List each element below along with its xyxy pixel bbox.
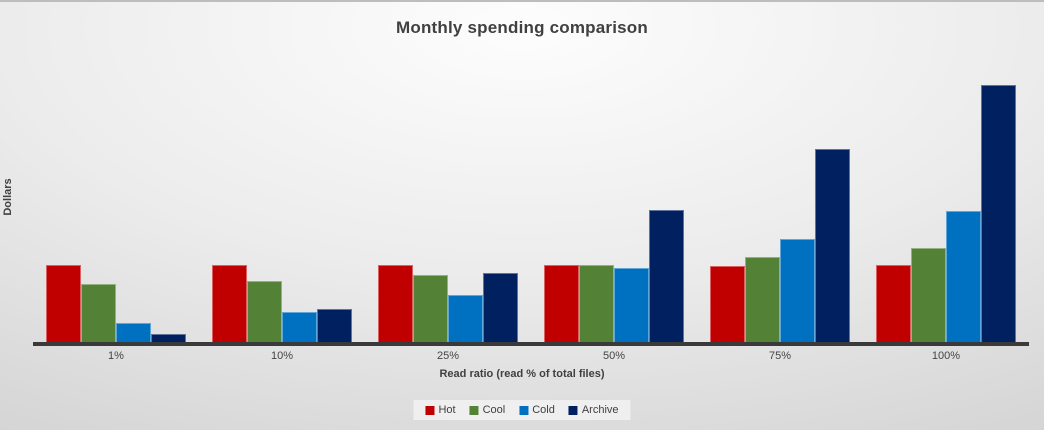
legend-label-cool: Cool (482, 404, 506, 416)
bar-hot-100% (876, 265, 911, 343)
legend-item-archive: Archive (568, 404, 619, 416)
x-tick-label-25%: 25% (436, 350, 460, 362)
bar-archive-50% (649, 210, 684, 343)
bar-archive-75% (815, 149, 850, 343)
bar-group-50% (531, 58, 697, 343)
bar-archive-100% (981, 85, 1016, 343)
bar-group-10% (199, 58, 365, 343)
x-tick-label-10%: 10% (270, 350, 294, 362)
legend-item-hot: Hot (425, 404, 456, 416)
x-tick-label-75%: 75% (768, 350, 792, 362)
y-axis-label-text: Dollars (2, 178, 14, 216)
bar-cool-25% (413, 275, 448, 343)
bar-cool-75% (745, 257, 780, 343)
bar-cold-100% (946, 211, 981, 343)
bar-cold-1% (116, 323, 151, 343)
bar-hot-10% (212, 265, 247, 343)
bar-hot-25% (378, 265, 413, 343)
bar-cold-50% (614, 268, 649, 343)
legend-label-cold: Cold (532, 404, 555, 416)
legend-label-archive: Archive (581, 404, 619, 416)
bar-cool-50% (579, 265, 614, 343)
bar-cold-10% (282, 312, 317, 343)
x-tick-label-50%: 50% (602, 350, 626, 362)
legend-label-hot: Hot (438, 404, 456, 416)
bar-cool-100% (911, 248, 946, 343)
bar-cold-25% (448, 295, 483, 343)
bar-hot-1% (46, 265, 81, 343)
bar-archive-25% (483, 273, 518, 343)
x-tick-label-1%: 1% (108, 350, 124, 362)
legend: Hot Cool Cold Archive (413, 400, 631, 420)
legend-swatch-cold-icon (519, 405, 529, 415)
legend-swatch-archive-icon (568, 405, 578, 415)
bar-group-75% (697, 58, 863, 343)
bar-cool-1% (81, 284, 116, 343)
x-axis-title: Read ratio (read % of total files) (439, 368, 605, 380)
bar-archive-1% (151, 334, 186, 343)
legend-item-cold: Cold (519, 404, 555, 416)
legend-swatch-cool-icon (469, 405, 479, 415)
x-tick-label-100%: 100% (931, 350, 961, 362)
chart-title: Monthly spending comparison (396, 18, 648, 37)
bar-cold-75% (780, 239, 815, 343)
x-axis-line (33, 342, 1029, 346)
bar-archive-10% (317, 309, 352, 343)
legend-item-cool: Cool (469, 404, 506, 416)
bar-cool-10% (247, 281, 282, 343)
bar-hot-50% (544, 265, 579, 343)
bar-hot-75% (710, 266, 745, 343)
bar-group-25% (365, 58, 531, 343)
x-axis-tick-labels: 1% 10% 25% 50% 75% 100% (33, 350, 1029, 362)
legend-swatch-hot-icon (425, 405, 435, 415)
plot-area (33, 58, 1029, 343)
bar-group-1% (33, 58, 199, 343)
bar-group-100% (863, 58, 1029, 343)
